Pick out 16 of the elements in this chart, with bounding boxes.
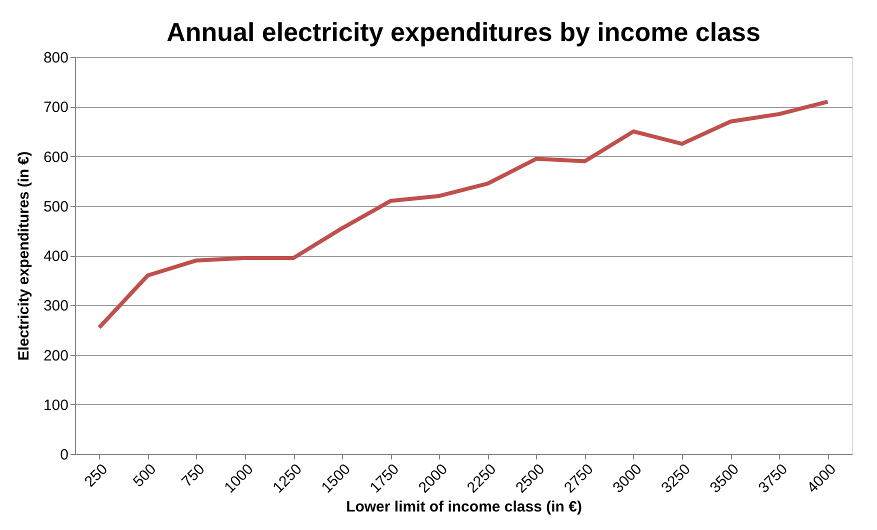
y-tick-label: 300 [43, 298, 68, 315]
y-tick-label: 700 [43, 99, 68, 116]
line-series [97, 100, 830, 330]
y-axis-title: Electricity expenditures (in €) [15, 151, 32, 361]
x-tick-label: 250 [81, 460, 112, 491]
x-axis-title: Lower limit of income class (in €) [346, 498, 582, 516]
y-tick-label: 800 [43, 50, 68, 66]
x-tick-label: 750 [178, 460, 208, 491]
y-tick-label: 400 [43, 248, 68, 265]
y-tick-label: 600 [43, 148, 68, 166]
y-tick-label: 0 [60, 446, 68, 464]
y-tick-label: 100 [43, 396, 68, 414]
x-tick-label: 500 [130, 460, 160, 491]
chart-title: Annual electricity expenditures by income class [166, 17, 760, 47]
y-tick-label: 200 [43, 347, 68, 364]
y-tick-label: 500 [43, 198, 68, 216]
